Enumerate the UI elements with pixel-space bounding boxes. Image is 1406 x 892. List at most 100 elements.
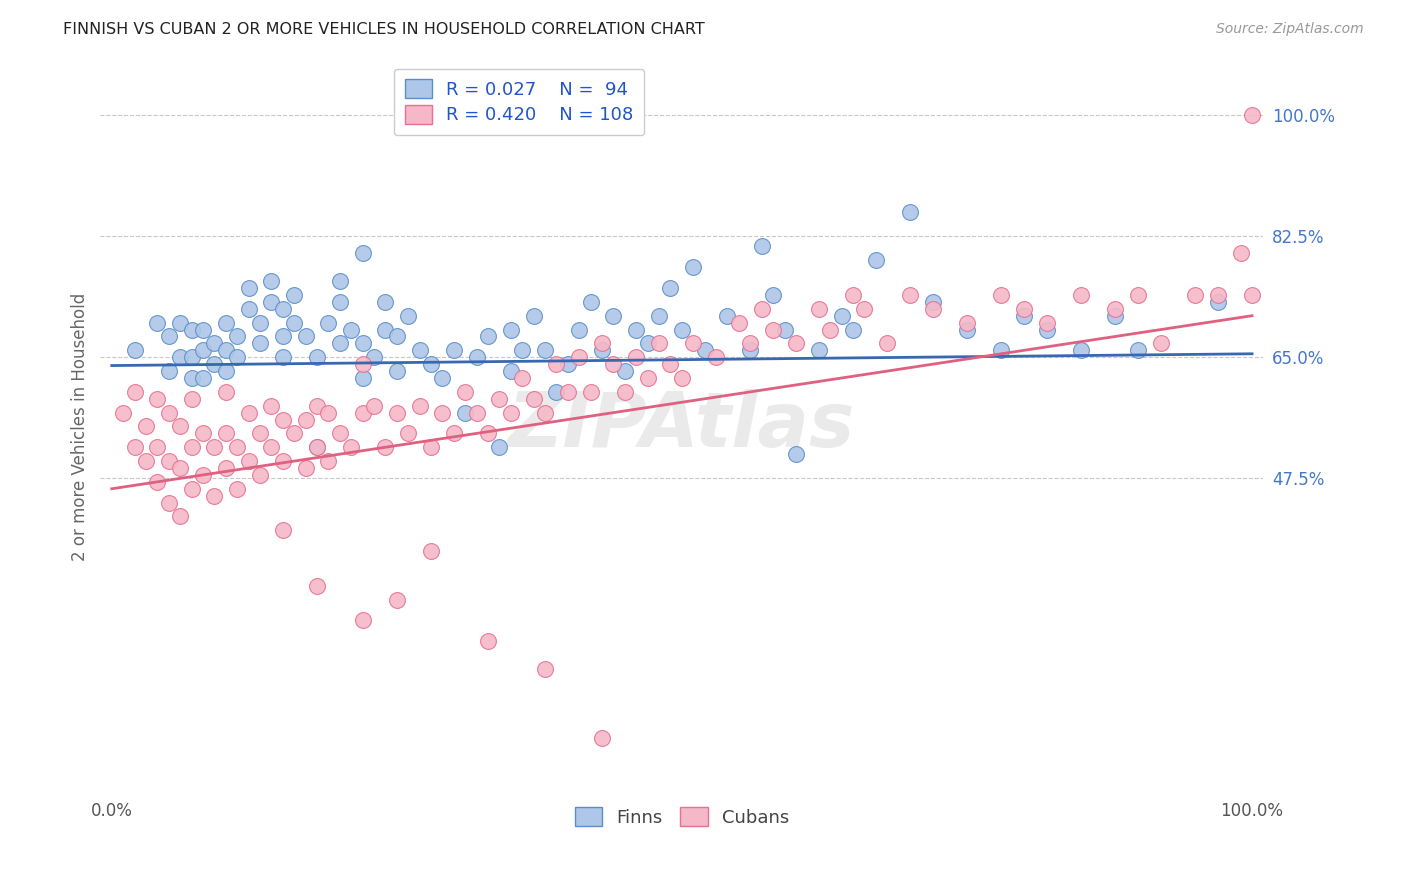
Point	[271, 329, 294, 343]
Legend: Finns, Cubans: Finns, Cubans	[565, 798, 799, 836]
Point	[294, 412, 316, 426]
Point	[443, 426, 465, 441]
Point	[546, 384, 568, 399]
Point	[499, 322, 522, 336]
Point	[637, 336, 659, 351]
Point	[352, 357, 374, 371]
Point	[682, 336, 704, 351]
Point	[352, 406, 374, 420]
Point	[591, 343, 613, 358]
Point	[591, 336, 613, 351]
Point	[785, 336, 807, 351]
Point	[568, 351, 591, 365]
Point	[169, 461, 191, 475]
Point	[420, 357, 443, 371]
Point	[352, 336, 374, 351]
Point	[534, 343, 557, 358]
Point	[180, 392, 202, 406]
Point	[385, 592, 408, 607]
Point	[477, 634, 499, 648]
Point	[408, 343, 430, 358]
Point	[157, 329, 180, 343]
Point	[238, 454, 260, 468]
Point	[443, 343, 465, 358]
Point	[283, 426, 305, 441]
Point	[305, 579, 328, 593]
Point	[510, 371, 533, 385]
Point	[693, 343, 716, 358]
Point	[1229, 246, 1251, 260]
Point	[329, 336, 352, 351]
Point	[432, 406, 454, 420]
Point	[1126, 288, 1149, 302]
Point	[157, 364, 180, 378]
Point	[226, 440, 249, 454]
Point	[238, 301, 260, 316]
Point	[579, 384, 602, 399]
Point	[818, 322, 841, 336]
Point	[613, 364, 636, 378]
Point	[396, 309, 419, 323]
Point	[740, 343, 762, 358]
Point	[363, 399, 385, 413]
Point	[546, 357, 568, 371]
Point	[202, 336, 225, 351]
Point	[751, 301, 773, 316]
Point	[659, 357, 682, 371]
Point	[557, 357, 579, 371]
Point	[124, 440, 146, 454]
Point	[1012, 309, 1035, 323]
Point	[202, 440, 225, 454]
Point	[146, 392, 169, 406]
Point	[169, 316, 191, 330]
Text: FINNISH VS CUBAN 2 OR MORE VEHICLES IN HOUSEHOLD CORRELATION CHART: FINNISH VS CUBAN 2 OR MORE VEHICLES IN H…	[63, 22, 704, 37]
Point	[374, 294, 396, 309]
Point	[408, 399, 430, 413]
Point	[180, 482, 202, 496]
Point	[1184, 288, 1206, 302]
Point	[271, 454, 294, 468]
Point	[180, 351, 202, 365]
Point	[385, 364, 408, 378]
Point	[499, 364, 522, 378]
Point	[180, 440, 202, 454]
Point	[191, 467, 214, 482]
Point	[1070, 343, 1092, 358]
Point	[465, 351, 488, 365]
Point	[523, 309, 546, 323]
Point	[112, 406, 135, 420]
Point	[329, 426, 352, 441]
Point	[146, 440, 169, 454]
Point	[329, 274, 352, 288]
Point	[202, 489, 225, 503]
Point	[340, 322, 363, 336]
Point	[534, 662, 557, 676]
Point	[215, 426, 238, 441]
Point	[990, 288, 1012, 302]
Point	[249, 336, 271, 351]
Point	[671, 322, 693, 336]
Point	[191, 343, 214, 358]
Point	[898, 205, 921, 219]
Point	[716, 309, 738, 323]
Point	[807, 343, 830, 358]
Point	[579, 294, 602, 309]
Point	[1240, 288, 1263, 302]
Point	[898, 288, 921, 302]
Point	[124, 343, 146, 358]
Point	[1104, 309, 1126, 323]
Point	[135, 454, 157, 468]
Point	[465, 406, 488, 420]
Point	[260, 294, 283, 309]
Point	[807, 301, 830, 316]
Point	[488, 392, 510, 406]
Point	[283, 288, 305, 302]
Point	[454, 384, 477, 399]
Point	[260, 274, 283, 288]
Point	[374, 440, 396, 454]
Point	[191, 322, 214, 336]
Point	[260, 399, 283, 413]
Point	[1036, 322, 1059, 336]
Point	[842, 288, 865, 302]
Point	[396, 426, 419, 441]
